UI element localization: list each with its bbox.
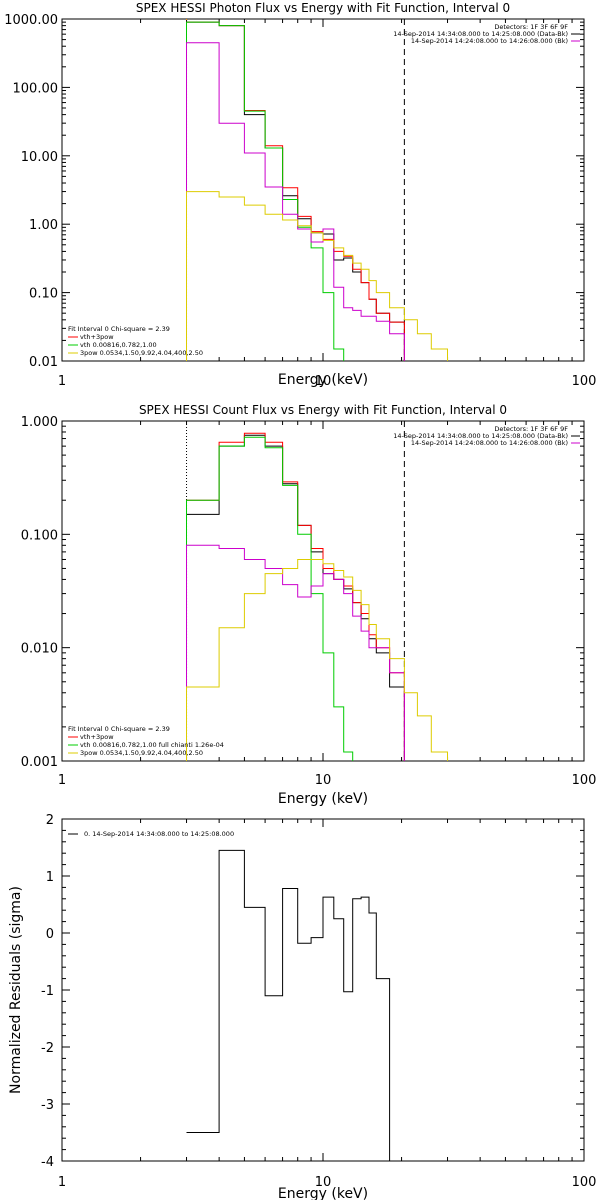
y-tick-label: 1000.00 — [4, 13, 58, 28]
data-series-4 — [186, 42, 405, 361]
data-series-1 — [186, 849, 391, 1161]
legend-line: 3pow 0.0534,1.50,9.92,4.04,400,2.50 — [80, 349, 203, 357]
y-tick-label: 1 — [46, 870, 54, 885]
plot-frame — [61, 18, 585, 362]
info-line: 14-Sep-2014 14:24:08.000 to 14:26:08.000… — [411, 37, 568, 45]
x-tick-label: 1 — [58, 1175, 66, 1190]
data-series-3 — [186, 436, 354, 761]
x-tick-label: 100 — [572, 374, 597, 389]
y-tick-label: -1 — [41, 984, 54, 999]
y-tick-label: 10.00 — [21, 150, 58, 165]
data-series-5 — [186, 191, 448, 361]
legend-line: 0. 14-Sep-2014 14:34:08.000 to 14:25:08.… — [84, 830, 234, 838]
y-tick-label: 1.00 — [29, 218, 58, 233]
info-line: 14-Sep-2014 14:24:08.000 to 14:26:08.000… — [411, 439, 568, 447]
plot-frame — [61, 818, 585, 1162]
legend-line: 3pow 0.0534,1.50,9.92,4.04,400,2.50 — [80, 749, 203, 757]
legend-line: vth 0.00816,0.782,1.00 full chianti 1.26… — [80, 741, 224, 749]
x-tick-label: 10 — [315, 773, 332, 788]
legend-line: vth+3pow — [80, 733, 114, 741]
y-tick-label: 0.01 — [29, 355, 58, 370]
info-line: 14-Sep-2014 14:34:08.000 to 14:25:08.000… — [393, 432, 568, 440]
x-axis-label: Energy (keV) — [278, 372, 368, 388]
y-tick-label: 0.100 — [21, 528, 58, 543]
x-axis-label: Energy (keV) — [278, 791, 368, 807]
y-tick-label: -4 — [41, 1155, 54, 1170]
y-tick-label: 2 — [46, 813, 54, 828]
y-tick-label: 0.010 — [21, 642, 58, 657]
legend-line: Fit Interval 0 Chi-square = 2.39 — [68, 725, 170, 733]
x-tick-label: 100 — [572, 1175, 597, 1190]
x-tick-label: 1 — [58, 374, 66, 389]
chart-panel-3: 1 10 100 -4 -3 -2 -1 0 1 2 Energy (keV) Normalized … — [8, 813, 596, 1200]
legend-line: vth 0.00816,0.782,1.00 — [80, 341, 157, 349]
chart-title: SPEX HESSI Photon Flux vs Energy with Fi… — [136, 1, 510, 15]
info-line: Detectors: 1F 3F 6F 9F — [494, 425, 568, 433]
chart-panel-2: 1 10 100 0.001 0.010 0.100 1.000 SPEX HESSI Cou… — [21, 403, 597, 807]
y-tick-label: 100.00 — [13, 81, 59, 96]
y-tick-label: 0 — [46, 927, 54, 942]
x-tick-label: 10 — [315, 374, 332, 389]
x-tick-label: 1 — [58, 773, 66, 788]
y-tick-label: 0.001 — [21, 755, 58, 770]
info-line: Detectors: 1F 3F 6F 9F — [494, 23, 568, 31]
data-series-5 — [186, 559, 448, 761]
legend-line: vth+3pow — [80, 333, 114, 341]
legend-line: Fit Interval 0 Chi-square = 2.39 — [68, 325, 170, 333]
x-tick-label: 100 — [572, 773, 597, 788]
data-series-4 — [186, 544, 405, 761]
chart-title: SPEX HESSI Count Flux vs Energy with Fit… — [139, 403, 507, 417]
y-tick-label: -3 — [41, 1098, 54, 1113]
y-tick-label: 0.10 — [29, 287, 58, 302]
info-line: 14-Sep-2014 14:34:08.000 to 14:25:08.000… — [393, 30, 568, 38]
chart-panel-1: 1 10 100 0.01 0.10 1.00 10.00 100.00 1000.00 SPEX… — [4, 1, 597, 389]
x-tick-label: 10 — [315, 1175, 332, 1190]
plot-frame — [61, 420, 585, 762]
x-axis-label: Energy (keV) — [278, 1186, 368, 1200]
data-series-2 — [186, 21, 405, 361]
data-series-2 — [186, 432, 405, 761]
y-axis-label: Normalized Residuals (sigma) — [8, 886, 24, 1094]
data-series-3 — [186, 21, 345, 361]
y-tick-label: 1.000 — [21, 415, 58, 430]
y-tick-label: -2 — [41, 1041, 54, 1056]
